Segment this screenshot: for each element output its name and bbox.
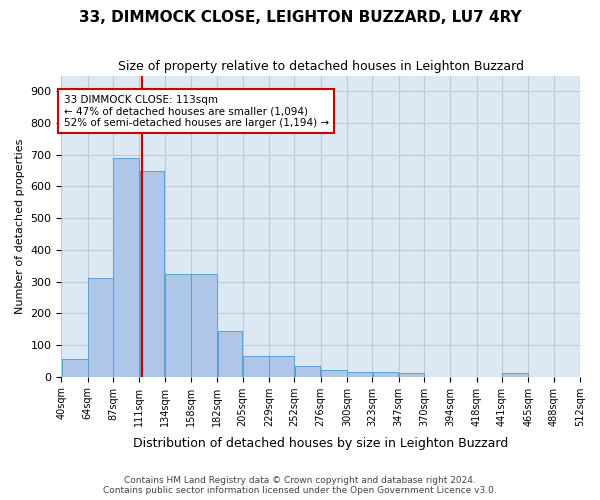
Bar — [243, 356, 269, 376]
Bar — [347, 372, 372, 376]
X-axis label: Distribution of detached houses by size in Leighton Buzzard: Distribution of detached houses by size … — [133, 437, 508, 450]
Y-axis label: Number of detached properties: Number of detached properties — [15, 138, 25, 314]
Bar — [269, 356, 294, 376]
Text: Contains HM Land Registry data © Crown copyright and database right 2024.
Contai: Contains HM Land Registry data © Crown c… — [103, 476, 497, 495]
Text: 33 DIMMOCK CLOSE: 113sqm
← 47% of detached houses are smaller (1,094)
52% of sem: 33 DIMMOCK CLOSE: 113sqm ← 47% of detach… — [64, 94, 329, 128]
Bar — [165, 274, 191, 376]
Bar — [321, 370, 347, 376]
Bar — [399, 374, 424, 376]
Bar — [140, 170, 164, 376]
Bar — [218, 330, 242, 376]
Bar — [191, 274, 217, 376]
Bar — [62, 359, 88, 376]
Bar — [502, 374, 528, 376]
Bar — [373, 372, 398, 376]
Bar — [88, 278, 113, 376]
Bar — [113, 158, 139, 376]
Bar — [295, 366, 320, 376]
Title: Size of property relative to detached houses in Leighton Buzzard: Size of property relative to detached ho… — [118, 60, 524, 73]
Text: 33, DIMMOCK CLOSE, LEIGHTON BUZZARD, LU7 4RY: 33, DIMMOCK CLOSE, LEIGHTON BUZZARD, LU7… — [79, 10, 521, 25]
